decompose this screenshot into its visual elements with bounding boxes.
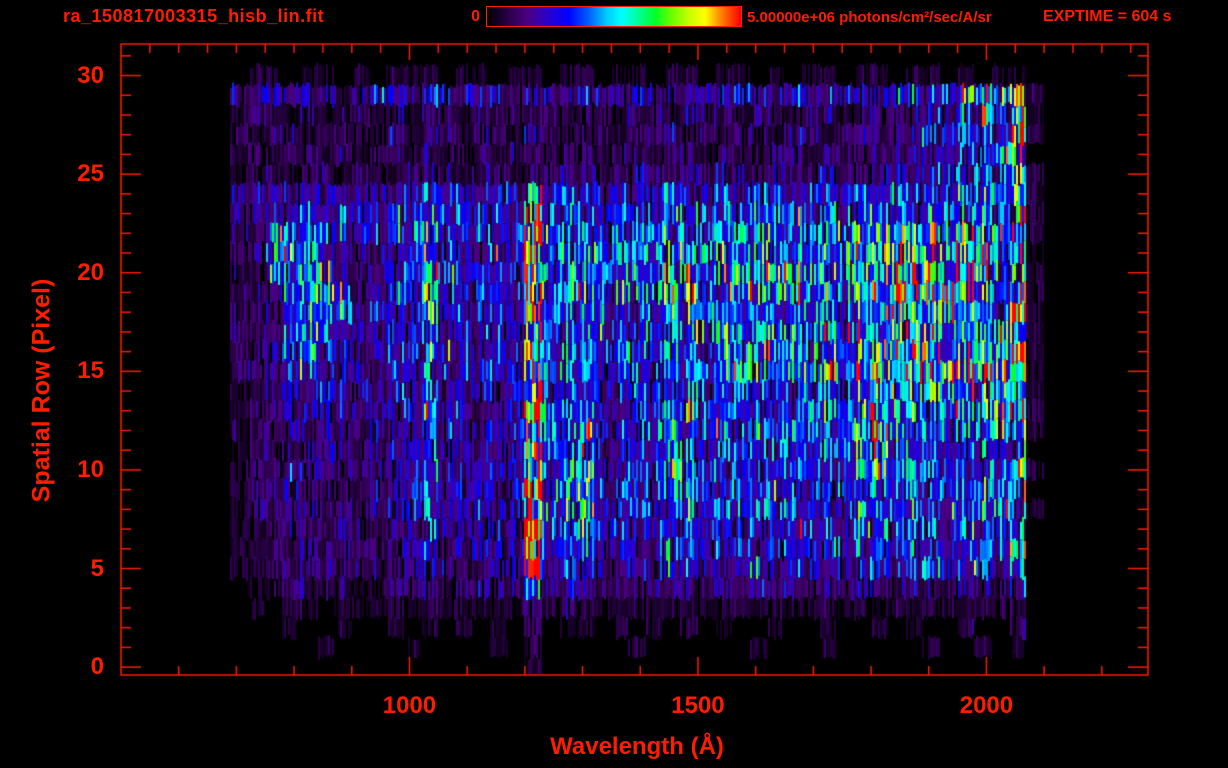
y-tick-label: 20 [77,258,104,286]
x-tick-label: 1000 [382,692,437,719]
y-tick-label: 25 [77,160,104,188]
y-tick-label: 0 [90,653,104,681]
x-tick-label: 1500 [671,692,725,719]
y-tick-label: 15 [77,357,104,385]
exptime-label: EXPTIME = 604 s [1043,8,1172,25]
y-axis-title: Spatial Row (Pixel) [27,278,56,503]
x-tick-label: 2000 [959,692,1014,719]
x-axis-title: Wavelength (Å) [550,733,724,760]
y-tick-label: 5 [90,554,104,582]
file-title: ra_150817003315_hisb_lin.fit [63,6,325,26]
colorbar-max-label: 5.00000e+06 photons/cm²/sec/A/sr [747,9,992,26]
y-tick-label: 30 [77,61,104,89]
colorbar-min-label: 0 [471,8,480,25]
y-tick-label: 10 [77,455,104,483]
colorbar-gradient [486,6,742,27]
